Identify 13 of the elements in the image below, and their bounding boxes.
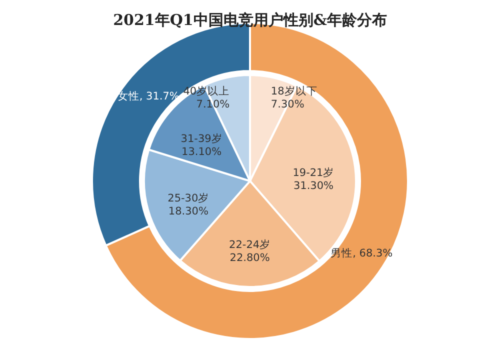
data-label: 18.30% — [168, 205, 208, 218]
slice-label: 19-21岁 — [292, 166, 334, 179]
data-label: 7.10% — [196, 98, 230, 110]
data-label: 13.10% — [182, 146, 222, 158]
chart-title: 2021年Q1中国电竞用户性别&年龄分布 — [113, 11, 387, 29]
slice-label: 31-39岁 — [180, 133, 222, 146]
slice-label: 22-24岁 — [229, 239, 271, 251]
data-label: 22.80% — [230, 252, 270, 264]
slice-label: 女性, 31.7% — [117, 90, 180, 103]
data-label: 31.30% — [293, 180, 334, 192]
slice-label: 25-30岁 — [168, 192, 210, 204]
slice-label: 18岁以下 — [270, 84, 318, 98]
data-label: 7.30% — [270, 98, 304, 110]
